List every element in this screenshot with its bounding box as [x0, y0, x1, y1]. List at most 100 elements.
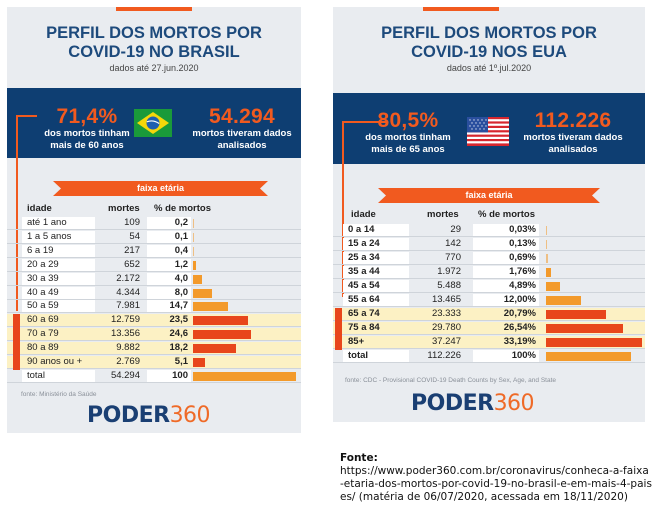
column-header-age: idade [27, 203, 52, 214]
column-header-deaths: mortes [427, 209, 459, 220]
age-cell: total [343, 350, 409, 362]
card-title: PERFIL DOS MORTOS POR COVID-19 NOS EUA [333, 24, 645, 62]
leader-line-vertical [342, 121, 344, 297]
age-cell: 60 a 69 [27, 314, 59, 326]
pct-cell: 5,1 [174, 356, 188, 367]
pct-cell: 4,89% [473, 280, 539, 292]
deaths-cell: 217 [124, 244, 140, 256]
leader-line-horizontal [16, 115, 37, 117]
pct-cell: 0,4 [147, 244, 191, 257]
pct-bar [546, 226, 547, 235]
usa-flag-icon [467, 117, 509, 146]
pct-bar [193, 330, 251, 340]
elderly-share-value: 71,4% [56, 105, 118, 128]
pct-bar [546, 310, 607, 319]
ribbon-label: faixa etária [465, 190, 513, 200]
table-row: 45 a 54 5.488 4,89% [333, 280, 645, 293]
top-accent-bar [423, 7, 499, 11]
age-cell: 15 a 24 [343, 238, 409, 250]
logo-number: 360 [493, 391, 535, 416]
column-header-age: idade [351, 209, 376, 220]
age-cell: 35 a 44 [343, 266, 409, 278]
age-cell: total [22, 369, 95, 382]
pct-bar [193, 316, 249, 326]
pct-cell: 1,2 [147, 258, 191, 271]
age-cell: 40 a 49 [22, 286, 95, 299]
deaths-cell: 29.780 [431, 322, 461, 333]
stat-caption-line: analisados [217, 140, 267, 151]
table-row: 60 a 69 12.759 23,5 [7, 314, 301, 328]
table-row: 90 anos ou + 2.769 5,1 [7, 356, 301, 369]
pct-bar [546, 324, 623, 333]
logo-number: 360 [169, 403, 211, 428]
logo-text: PODER [87, 403, 170, 428]
table-row: 35 a 44 1.972 1,76% [333, 266, 645, 279]
total-row: total 112.226 100% [333, 350, 645, 363]
total-bar [546, 352, 631, 361]
deaths-cell: 9.882 [116, 342, 140, 354]
ribbon-label: faixa etária [136, 183, 185, 193]
table-row: 75 a 84 29.780 26,54% [333, 322, 645, 335]
pct-bar [546, 254, 548, 263]
deaths-cell: 652 [124, 258, 140, 270]
pct-cell: 0,1 [147, 230, 191, 243]
stat-caption-line: mortos tiveram dados [523, 132, 623, 143]
pct-cell: 0,03% [473, 224, 539, 236]
stat-caption-line: mortos tiveram dados [192, 128, 292, 139]
column-header-deaths: mortes [108, 203, 140, 214]
stat-caption-line: mais de 60 anos [50, 140, 124, 151]
deaths-cell: 1.972 [437, 266, 461, 277]
pct-cell: 26,54% [503, 322, 536, 333]
source-note-label: Fonte: [340, 452, 378, 464]
deaths-cell: 13.356 [110, 328, 140, 340]
title-line-1: PERFIL DOS MORTOS POR [381, 24, 597, 42]
age-cell: 30 a 39 [22, 272, 95, 285]
table-row: 40 a 49 4.344 8,0 [7, 286, 301, 300]
age-cell: 90 anos ou + [27, 356, 83, 367]
pct-bar [193, 288, 212, 298]
deaths-cell: 2.769 [116, 356, 140, 367]
pct-bar [193, 358, 205, 367]
age-cell: 65 a 74 [348, 308, 380, 319]
deaths-cell: 54 [129, 230, 140, 242]
stat-caption-line: analisados [548, 144, 598, 155]
pct-cell: 0,2 [147, 217, 191, 229]
age-cell: 70 a 79 [27, 328, 59, 340]
pct-bar [193, 260, 196, 270]
age-group-ribbon [53, 181, 268, 196]
table-row: 1 a 5 anos 54 0,1 [7, 230, 301, 244]
elderly-share-stat: 80,5% dos mortos tinham mais de 65 anos [358, 110, 458, 156]
elderly-share-value: 80,5% [377, 109, 439, 132]
card-subtitle: dados até 27.jun.2020 [109, 63, 199, 73]
deaths-cell: 112.226 [427, 350, 461, 361]
pct-cell: 12,00% [473, 294, 539, 306]
pct-cell: 18,2 [169, 342, 189, 354]
deaths-cell: 142 [445, 238, 461, 249]
age-group-ribbon [378, 188, 600, 203]
deaths-cell: 7.981 [116, 300, 140, 312]
total-row: total 54.294 100 [7, 369, 301, 383]
card-subtitle: dados até 1º.jul.2020 [446, 63, 532, 73]
deaths-cell: 54.294 [110, 369, 140, 381]
table-row: 20 a 29 652 1,2 [7, 258, 301, 272]
table-row: 65 a 74 23.333 20,79% [333, 308, 645, 321]
deaths-cell: 2.172 [116, 272, 140, 284]
pct-cell: 100% [473, 350, 539, 362]
deaths-cell: 13.465 [431, 294, 461, 305]
table-row: 0 a 14 29 0,03% [333, 224, 645, 237]
age-cell: 55 a 64 [343, 294, 409, 306]
age-cell: 45 a 54 [343, 280, 409, 292]
column-header-pct: % de mortos [154, 203, 212, 214]
data-source: fonte: CDC - Provisional COVID-19 Death … [345, 377, 556, 384]
deaths-cell: 29 [450, 224, 461, 235]
pct-cell: 0,69% [473, 252, 539, 264]
pct-bar [546, 268, 552, 277]
pct-cell: 100 [147, 369, 191, 382]
pct-bar [193, 302, 228, 312]
age-cell: 20 a 29 [22, 258, 95, 271]
deaths-cell: 37.247 [431, 336, 461, 347]
title-line-2: COVID-19 NO BRASIL [68, 43, 240, 61]
pct-cell: 8,0 [147, 286, 191, 299]
pct-bar [193, 219, 194, 228]
card-title: PERFIL DOS MORTOS POR COVID-19 NO BRASIL [7, 24, 301, 62]
